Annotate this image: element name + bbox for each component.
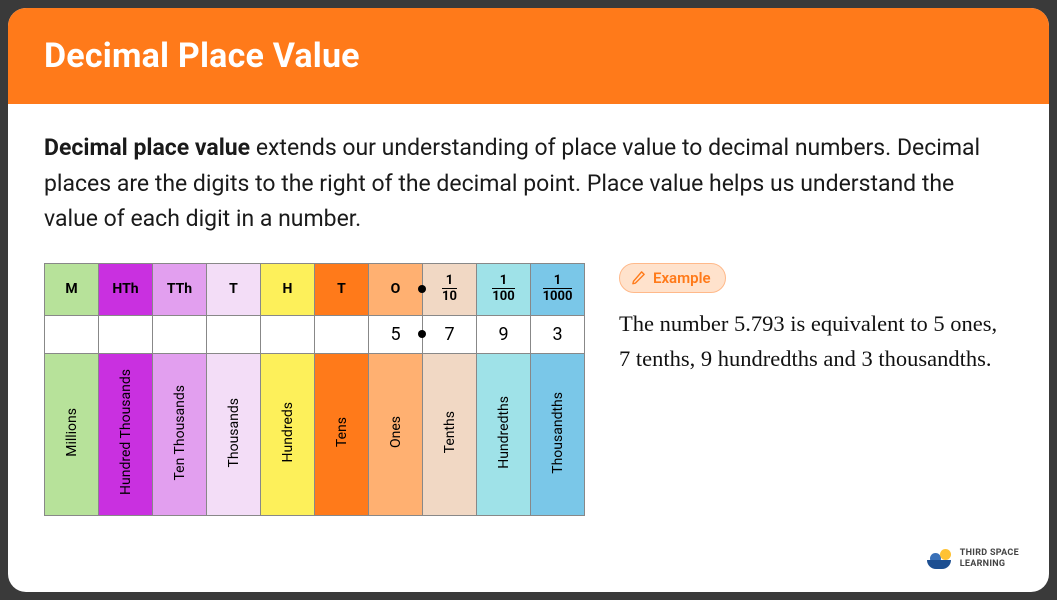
table-label-cell: Thousandths	[531, 353, 585, 515]
table-label-cell: Millions	[45, 353, 99, 515]
example-badge: Example	[619, 263, 726, 293]
table-header-cell: H	[261, 263, 315, 315]
table-value-cell	[153, 315, 207, 353]
table-label-cell: Hundred Thousands	[99, 353, 153, 515]
pencil-icon	[631, 270, 646, 285]
intro-paragraph: Decimal place value extends our understa…	[44, 130, 1013, 237]
table-header-cell: 1100	[477, 263, 531, 315]
page-title: Decimal Place Value	[44, 36, 1013, 76]
table-label-cell: Tens	[315, 353, 369, 515]
brand-logo: THIRD SPACE LEARNING	[926, 548, 1019, 570]
brand-mark-icon	[926, 549, 952, 569]
table-label-cell: Hundredths	[477, 353, 531, 515]
table-header-cell: TTh	[153, 263, 207, 315]
intro-bold: Decimal place value	[44, 134, 250, 161]
table-label-row: MillionsHundred ThousandsTen ThousandsTh…	[45, 353, 585, 515]
brand-line2: LEARNING	[960, 559, 1019, 570]
table-value-row: 5793	[45, 315, 585, 353]
table-label-cell: Hundreds	[261, 353, 315, 515]
table-label-cell: Tenths	[423, 353, 477, 515]
table-value-cell: 9	[477, 315, 531, 353]
place-value-table-wrap: MHThTThTHTO110110011000 5793 MillionsHun…	[44, 263, 585, 516]
header-bar: Decimal Place Value	[8, 8, 1049, 104]
table-label-cell: Ones	[369, 353, 423, 515]
table-value-cell	[261, 315, 315, 353]
content-row: MHThTThTHTO110110011000 5793 MillionsHun…	[44, 263, 1013, 516]
brand-text: THIRD SPACE LEARNING	[960, 548, 1019, 570]
table-label-cell: Thousands	[207, 353, 261, 515]
example-text: The number 5.793 is equivalent to 5 ones…	[619, 307, 1013, 377]
table-header-cell: HTh	[99, 263, 153, 315]
table-header-row: MHThTThTHTO110110011000	[45, 263, 585, 315]
card: Decimal Place Value Decimal place value …	[8, 8, 1049, 592]
brand-line1: THIRD SPACE	[960, 548, 1019, 559]
table-value-cell	[45, 315, 99, 353]
table-header-cell: 11000	[531, 263, 585, 315]
place-value-table: MHThTThTHTO110110011000 5793 MillionsHun…	[44, 263, 585, 516]
table-value-cell	[207, 315, 261, 353]
table-label-cell: Ten Thousands	[153, 353, 207, 515]
table-value-cell	[315, 315, 369, 353]
table-header-cell: T	[207, 263, 261, 315]
example-area: Example The number 5.793 is equivalent t…	[619, 263, 1013, 377]
example-badge-text: Example	[653, 269, 711, 287]
table-header-cell: 110	[423, 263, 477, 315]
table-value-cell	[99, 315, 153, 353]
table-value-cell: 7	[423, 315, 477, 353]
table-value-cell: 5	[369, 315, 423, 353]
table-value-cell: 3	[531, 315, 585, 353]
table-header-cell: M	[45, 263, 99, 315]
table-header-cell: T	[315, 263, 369, 315]
body: Decimal place value extends our understa…	[8, 104, 1049, 592]
table-header-cell: O	[369, 263, 423, 315]
